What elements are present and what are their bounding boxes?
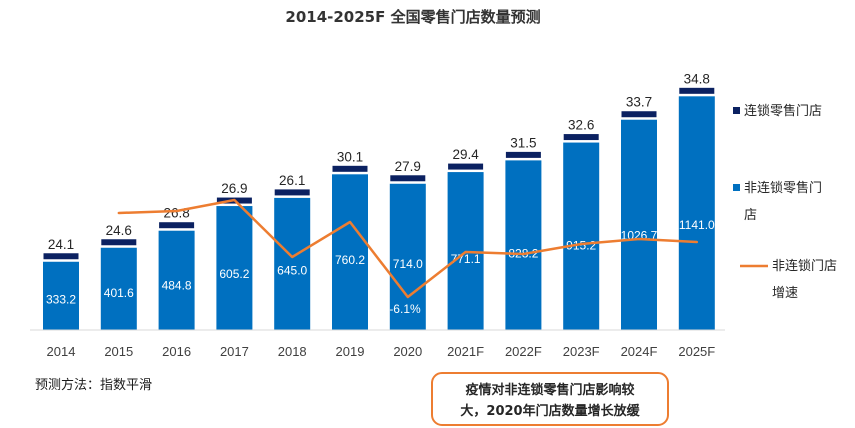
bar-nonchain-2022F xyxy=(505,160,542,330)
bar-chain-2018 xyxy=(273,188,311,197)
bar-nonchain-2014 xyxy=(43,261,79,330)
x-tick-2023F: 2023F xyxy=(563,344,600,359)
growth-rate-line xyxy=(117,198,699,299)
bars-group: 333.2 24.1 401.6 24.6 484.8 26.8 605.2 26.9 645.… xyxy=(42,71,716,330)
x-tick-2014: 2014 xyxy=(47,344,76,359)
label-chain-2017: 26.9 xyxy=(221,181,247,196)
legend: 连锁零售门店 非连锁零售门 店 非连锁门店 增速 xyxy=(733,103,837,301)
label-nonchain-2016: 484.8 xyxy=(162,278,192,292)
bar-chain-2019 xyxy=(331,164,369,173)
x-tick-2017: 2017 xyxy=(220,344,249,359)
x-tick-2020: 2020 xyxy=(393,344,422,359)
bar-chain-2025F xyxy=(678,86,716,95)
label-chain-2015: 24.6 xyxy=(106,223,132,238)
label-chain-2016: 26.8 xyxy=(163,206,189,221)
legend-label-nonchain-1: 非连锁零售门 xyxy=(744,180,822,196)
label-nonchain-2014: 333.2 xyxy=(46,292,76,306)
growth-label-2020: -6.1% xyxy=(389,302,421,316)
bar-nonchain-2015 xyxy=(100,247,137,330)
legend-label-nonchain-2: 店 xyxy=(744,208,757,223)
x-tick-2015: 2015 xyxy=(104,344,133,359)
label-chain-2020: 27.9 xyxy=(395,159,421,174)
bar-nonchain-2017 xyxy=(216,206,253,330)
label-chain-2019: 30.1 xyxy=(337,149,363,164)
bar-chain-2015 xyxy=(100,238,138,247)
label-chain-2021F: 29.4 xyxy=(452,147,479,162)
label-chain-2014: 24.1 xyxy=(48,237,74,252)
chart-title: 2014-2025F 全国零售门店数量预测 xyxy=(285,8,540,26)
bar-chain-2024F xyxy=(620,110,658,119)
bar-chain-2020 xyxy=(389,174,427,183)
bar-nonchain-2025F xyxy=(678,96,715,330)
bar-nonchain-2018 xyxy=(274,197,311,330)
legend-label-growth-1: 非连锁门店 xyxy=(772,258,837,274)
label-chain-2022F: 31.5 xyxy=(510,135,536,150)
callout: 疫情对非连锁零售门店影响较 大，2020年门店数量增长放缓 xyxy=(431,372,669,426)
bar-chain-2022F xyxy=(504,150,542,159)
label-nonchain-2017: 605.2 xyxy=(219,267,249,281)
bar-chain-2021F xyxy=(447,162,485,171)
bar-chain-2014 xyxy=(42,252,80,261)
legend-label-chain: 连锁零售门店 xyxy=(744,103,822,119)
callout-text-1: 疫情对非连锁零售门店影响较 xyxy=(465,382,634,398)
x-axis-ticks: 2014 2015 2016 2017 2018 2019 2020 2021F 2022F 20… xyxy=(47,344,716,359)
label-chain-2023F: 32.6 xyxy=(568,118,594,133)
label-nonchain-2018: 645.0 xyxy=(277,264,307,278)
bar-nonchain-2023F xyxy=(563,142,600,330)
legend-label-growth-2: 增速 xyxy=(772,286,798,301)
x-tick-2018: 2018 xyxy=(278,344,307,359)
bar-nonchain-2024F xyxy=(621,119,657,330)
x-tick-2016: 2016 xyxy=(162,344,191,359)
label-nonchain-2015: 401.6 xyxy=(104,286,134,300)
bar-nonchain-2019 xyxy=(332,174,368,330)
bar-nonchain-2016 xyxy=(158,230,195,330)
legend-swatch-chain xyxy=(733,107,740,114)
label-nonchain-2021F: 771.1 xyxy=(451,252,481,266)
x-tick-2019: 2019 xyxy=(336,344,365,359)
label-nonchain-2019: 760.2 xyxy=(335,253,365,267)
bar-nonchain-2020 xyxy=(389,183,426,330)
label-nonchain-2025F: 1141.0 xyxy=(679,218,715,232)
callout-box xyxy=(431,372,669,426)
x-tick-2024F: 2024F xyxy=(621,344,658,359)
x-tick-2022F: 2022F xyxy=(505,344,542,359)
legend-swatch-nonchain xyxy=(733,184,740,191)
x-tick-2021F: 2021F xyxy=(447,344,484,359)
label-nonchain-2020: 714.0 xyxy=(393,257,423,271)
bar-chain-2016 xyxy=(158,221,196,230)
label-chain-2024F: 33.7 xyxy=(626,95,652,110)
label-chain-2025F: 34.8 xyxy=(684,71,710,86)
callout-text-2: 大，2020年门店数量增长放缓 xyxy=(460,403,640,419)
bar-chain-2023F xyxy=(562,133,600,142)
method-note: 预测方法：指数平滑 xyxy=(35,377,152,393)
label-chain-2018: 26.1 xyxy=(279,173,305,188)
x-tick-2025F: 2025F xyxy=(678,344,715,359)
